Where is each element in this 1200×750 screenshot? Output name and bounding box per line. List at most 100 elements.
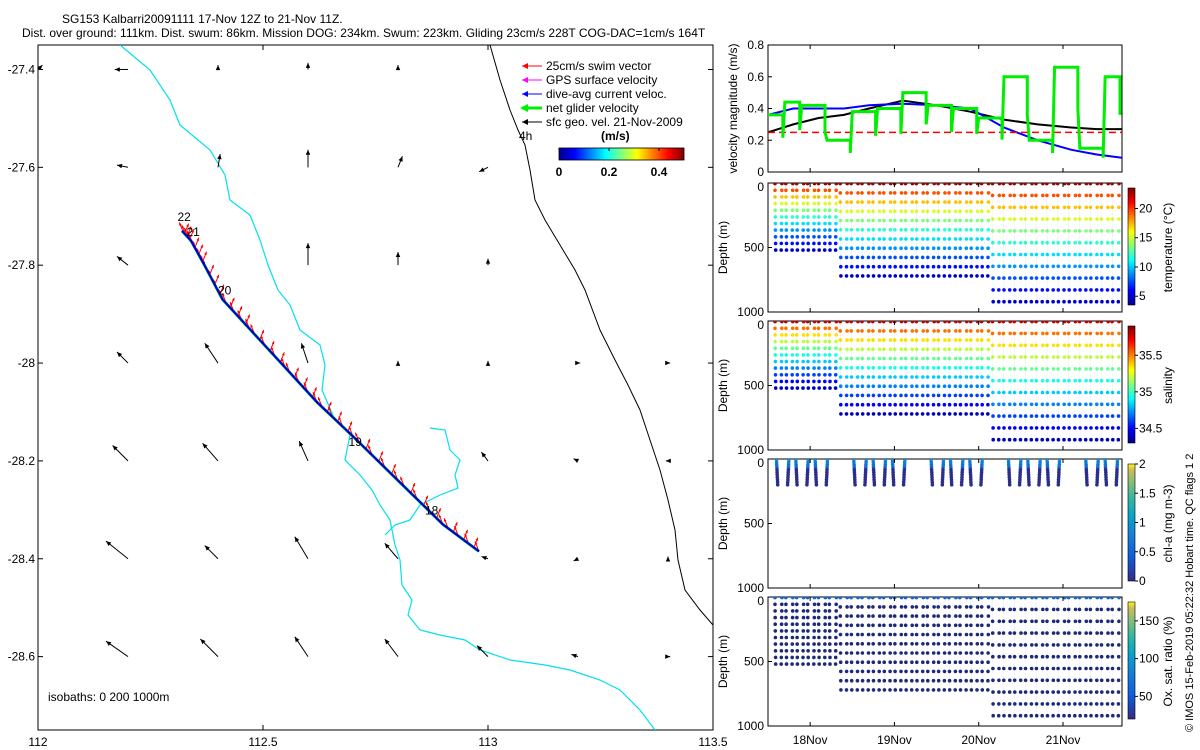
sfc-vector — [395, 65, 401, 71]
colorbar-tick-label: 0.5 — [1139, 545, 1156, 559]
swim-vector — [436, 508, 442, 519]
velocity-y-tick-label: 0.8 — [747, 38, 764, 52]
map-x-tick-label: 112.5 — [248, 735, 277, 749]
swim-vector — [312, 387, 317, 398]
swim-vector — [202, 251, 208, 262]
swim-vector — [452, 522, 458, 533]
map-y-tick-label: -28.2 — [8, 454, 36, 468]
colorbar-tick-label: 15 — [1139, 231, 1153, 245]
swim-vector — [326, 401, 332, 413]
swim-vector — [237, 306, 243, 317]
colorbar-tick-label: 1.5 — [1139, 486, 1156, 500]
map-legend: 25cm/s swim vector GPS surface velocity … — [520, 59, 683, 129]
figure-title-line1: SG153 Kalbarri20091111 17-Nov 12Z to 21-… — [62, 12, 343, 26]
colorbar-tick-label: 1 — [1139, 516, 1146, 530]
sfc-vector — [485, 258, 491, 266]
time-tick-label: 19Nov — [877, 733, 912, 747]
contour-label-4h: 4h — [519, 129, 532, 143]
colorbar-tick-label: 10 — [1139, 260, 1153, 274]
velocity-y-tick-label: 0.6 — [747, 70, 764, 84]
oxygen-panel: 0 500 1000 Depth (m) 50 100 150 Ox. sat. ratio … — [716, 594, 1175, 733]
depth-tick-label: 1000 — [737, 719, 764, 733]
sfc-vector — [481, 555, 489, 561]
colorbar-tick-label: 20 — [1139, 201, 1153, 215]
profile-dives — [774, 459, 1120, 487]
swim-vector — [303, 377, 308, 388]
depth-axis-label: Depth (m) — [716, 221, 730, 274]
sfc-vector — [294, 636, 309, 657]
sfc-vector — [665, 654, 671, 659]
swim-vector — [391, 463, 397, 475]
glider-track — [178, 222, 480, 553]
swim-vector — [365, 438, 371, 450]
velocity-y-tick-label: 0 — [757, 165, 764, 179]
swim-vector — [214, 274, 220, 285]
section-colorbar — [1127, 463, 1136, 582]
time-axis: 18Nov 19Nov 20Nov 21Nov — [793, 45, 1080, 747]
sfc-vector — [573, 458, 580, 463]
sfc-vector — [395, 360, 401, 366]
swim-vector — [198, 244, 204, 255]
swim-vector — [186, 226, 192, 237]
isobath-0m-coast — [119, 45, 656, 730]
sfc-vector — [397, 156, 403, 168]
legend-gps: GPS surface velocity — [546, 73, 657, 87]
day-label: 21 — [187, 225, 201, 239]
colorbar-tick-label: 50 — [1139, 689, 1153, 703]
sfc-vector — [305, 149, 311, 168]
swim-vector — [423, 495, 429, 506]
sfc-vector — [112, 445, 129, 462]
colorbar-label: chl-a (mg m-3) — [1161, 484, 1175, 562]
depth-tick-label: 0 — [757, 180, 764, 194]
sfc-vector — [300, 343, 309, 364]
section-frame — [767, 458, 1123, 589]
swim-vector — [347, 421, 353, 432]
sfc-vector — [202, 442, 219, 462]
colorbar-tick-label: 100 — [1139, 652, 1159, 666]
day-label: 22 — [178, 210, 192, 224]
sfc-vector — [204, 545, 219, 560]
swim-vector — [463, 529, 469, 541]
map-y-tick-label: -27.4 — [8, 62, 36, 76]
sfc-vector — [38, 64, 43, 71]
sfc-vector — [480, 451, 489, 462]
swim-vector — [229, 297, 235, 309]
map-colorbar-label: (m/s) — [601, 129, 630, 143]
sfc-vector — [116, 255, 129, 266]
sfc-vector — [305, 243, 311, 266]
section-colorbar — [1127, 187, 1136, 306]
sfc-vector — [116, 163, 129, 169]
swim-vector — [269, 340, 275, 352]
map-x-tick-label: 113.5 — [698, 735, 727, 749]
colorbar-tick-label: 35.5 — [1139, 348, 1163, 362]
sfc-vector — [105, 640, 129, 658]
sfc-vector — [305, 62, 311, 70]
legend-dac: dive-avg current veloc. — [546, 87, 667, 101]
isobath-1000m — [489, 45, 713, 626]
velocity-y-tick-label: 0.4 — [747, 102, 764, 116]
map-colorbar-tick-label: 0.4 — [651, 165, 668, 179]
swim-vector — [194, 237, 200, 248]
sfc-vector — [294, 536, 309, 560]
swim-vector — [410, 482, 416, 494]
sfc-vector — [200, 638, 219, 657]
sfc-vector — [665, 556, 671, 562]
depth-tick-label: 0 — [757, 594, 764, 608]
track-centerline — [181, 230, 480, 552]
depth-axis-label: Depth (m) — [716, 359, 730, 412]
isobath-label: isobaths: 0 200 1000m — [48, 690, 169, 704]
map-y-tick-label: -27.8 — [8, 258, 36, 272]
swim-vector — [209, 264, 215, 276]
map-panel: 112 112.5 113 113.5 -27.4 -27.6 -27.8 -28 -28.2 -… — [8, 44, 728, 749]
depth-tick-label: 500 — [744, 379, 764, 393]
sfc-vector — [204, 342, 219, 364]
surface-geostrophic-vectors — [38, 62, 671, 659]
depth-tick-label: 500 — [744, 655, 764, 669]
swim-vector — [245, 314, 251, 325]
sfc-vector — [665, 458, 671, 464]
map-colorbar: (m/s) 0 0.2 0.4 — [556, 129, 685, 179]
isobath-200m — [384, 427, 461, 536]
depth-tick-label: 0 — [757, 456, 764, 470]
net-velocity-line — [768, 65, 1122, 158]
